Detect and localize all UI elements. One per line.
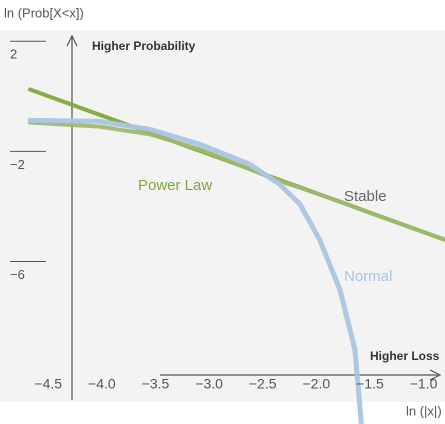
series-label: Normal xyxy=(344,268,392,285)
series-line xyxy=(28,120,445,242)
series-line xyxy=(27,117,364,424)
x-tick-label: −2.5 xyxy=(249,376,277,392)
y-arrow xyxy=(66,34,78,47)
annotation: Higher Loss xyxy=(370,349,440,363)
annotation: Higher Probability xyxy=(92,39,196,53)
y-axis-label: ln (Prob[X<x]) xyxy=(4,5,84,20)
x-tick-label: −3.0 xyxy=(195,376,223,392)
y-tick-label: −2 xyxy=(10,157,25,172)
y-tick-label: 2 xyxy=(10,47,17,62)
series-label: Power Law xyxy=(138,177,212,194)
x-tick-label: −1.0 xyxy=(410,376,438,392)
x-tick-label: −1.5 xyxy=(356,376,384,392)
series-label: Stable xyxy=(344,188,387,205)
x-tick-label: −4.0 xyxy=(88,376,116,392)
x-tick-label: −4.5 xyxy=(34,376,62,392)
x-tick-label: −3.5 xyxy=(142,376,170,392)
y-tick-label: −6 xyxy=(10,267,25,282)
x-arrow xyxy=(429,369,442,381)
x-axis-label: ln (|x|) xyxy=(406,403,442,418)
x-tick-label: −2.0 xyxy=(303,376,331,392)
plot-background xyxy=(0,30,445,402)
